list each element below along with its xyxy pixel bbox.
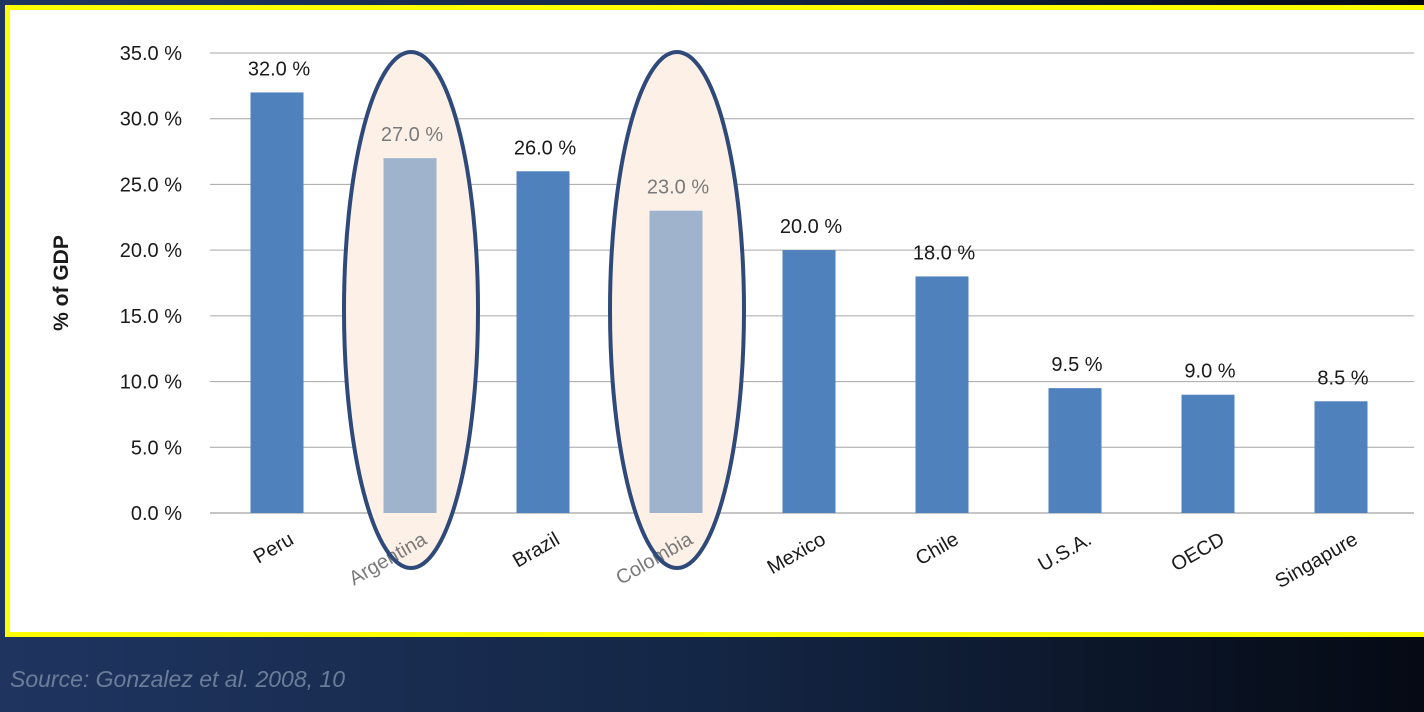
x-tick-label: Mexico: [764, 528, 830, 579]
y-tick-label: 25.0 %: [120, 174, 182, 196]
highlight-ellipse: [608, 50, 746, 570]
bar: [915, 276, 969, 513]
bar: [1048, 388, 1102, 513]
bar: [1314, 401, 1368, 513]
data-label: 18.0 %: [913, 242, 975, 264]
data-label: 8.5 %: [1317, 367, 1368, 389]
data-label: 26.0 %: [514, 137, 576, 159]
data-label: 9.0 %: [1184, 361, 1235, 383]
y-tick-label: 35.0 %: [120, 43, 182, 65]
y-tick-label: 30.0 %: [120, 109, 182, 131]
y-axis-title: % of GDP: [50, 235, 73, 331]
y-tick-label: 0.0 %: [131, 503, 182, 525]
data-label: 9.5 %: [1051, 354, 1102, 376]
x-tick-label: Chile: [912, 528, 962, 570]
x-tick-label: OECD: [1167, 528, 1228, 576]
bar-chart: 0.0 % 5.0 % 10.0 % 15.0 % 20.0 % 25.0 % 30.0 %…: [50, 43, 1414, 593]
bar: [1181, 394, 1235, 513]
data-label: 32.0 %: [248, 58, 310, 80]
bar: [383, 158, 437, 513]
x-tick-label: Singapure: [1272, 528, 1362, 593]
data-label: 20.0 %: [780, 216, 842, 238]
bar: [649, 210, 703, 513]
source-caption: Source: Gonzalez et al. 2008, 10: [10, 666, 345, 692]
y-tick-label: 5.0 %: [131, 437, 182, 459]
y-tick-label: 15.0 %: [120, 306, 182, 328]
data-label: 27.0 %: [381, 124, 443, 146]
y-tick-label: 10.0 %: [120, 372, 182, 394]
data-label: 23.0 %: [647, 177, 709, 199]
highlight-ellipse: [342, 50, 480, 570]
bar: [516, 171, 570, 514]
chart-panel: 0.0 % 5.0 % 10.0 % 15.0 % 20.0 % 25.0 % 30.0 %…: [5, 5, 1424, 637]
x-tick-label: Brazil: [509, 528, 563, 572]
y-tick-label: 20.0 %: [120, 240, 182, 262]
x-tick-label: Peru: [250, 528, 298, 568]
x-tick-label: U.S.A.: [1034, 528, 1095, 576]
bar: [782, 250, 836, 513]
bar: [250, 92, 304, 513]
